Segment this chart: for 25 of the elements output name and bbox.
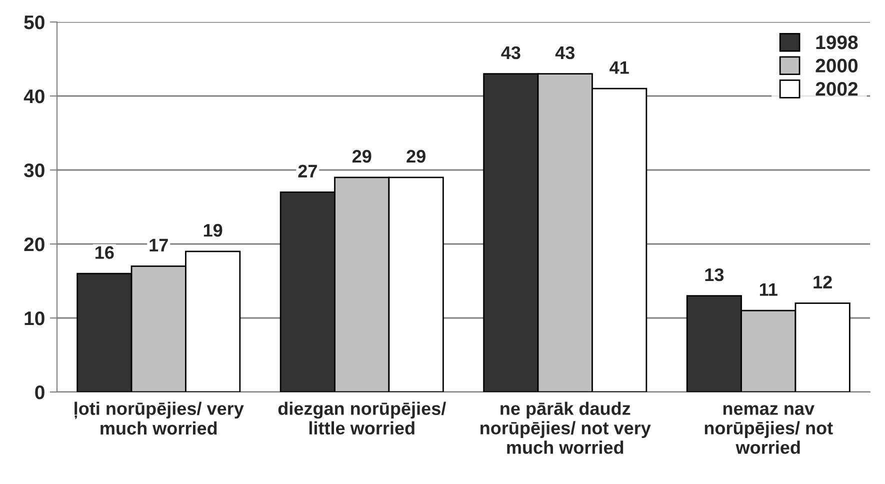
data-label: 13: [705, 268, 724, 282]
x-tick-label: ļoti norūpējies/ very much worried: [74, 402, 244, 435]
y-tick-label: 40: [24, 89, 44, 104]
y-tick-label: 20: [24, 237, 44, 252]
x-tick-label: ne pārāk daudz norūpējies/ not very much worried: [480, 402, 651, 454]
x-tick-label: diezgan norūpējies/ little worried: [278, 402, 446, 435]
y-tick-label: 50: [24, 15, 44, 30]
data-label: 29: [352, 150, 372, 163]
data-label: 12: [814, 276, 832, 288]
y-tick-label: 10: [24, 311, 44, 326]
x-tick-label: nemaz nav norūpējies/ not worried: [704, 405, 833, 454]
legend-label: 1998: [816, 35, 858, 50]
legend-label: 2002: [816, 82, 858, 96]
data-label: 19: [204, 224, 222, 237]
y-tick-label: 0: [35, 385, 44, 400]
data-label: 43: [555, 46, 575, 60]
data-label: 17: [150, 238, 168, 252]
y-tick-label: 30: [24, 163, 44, 178]
data-label: 11: [760, 283, 778, 296]
data-label: 27: [298, 164, 317, 178]
data-label: 43: [501, 46, 520, 60]
legend-label: 2000: [816, 58, 858, 73]
data-label: 16: [96, 246, 114, 259]
data-label: 41: [610, 61, 629, 74]
data-label: 29: [406, 150, 426, 163]
